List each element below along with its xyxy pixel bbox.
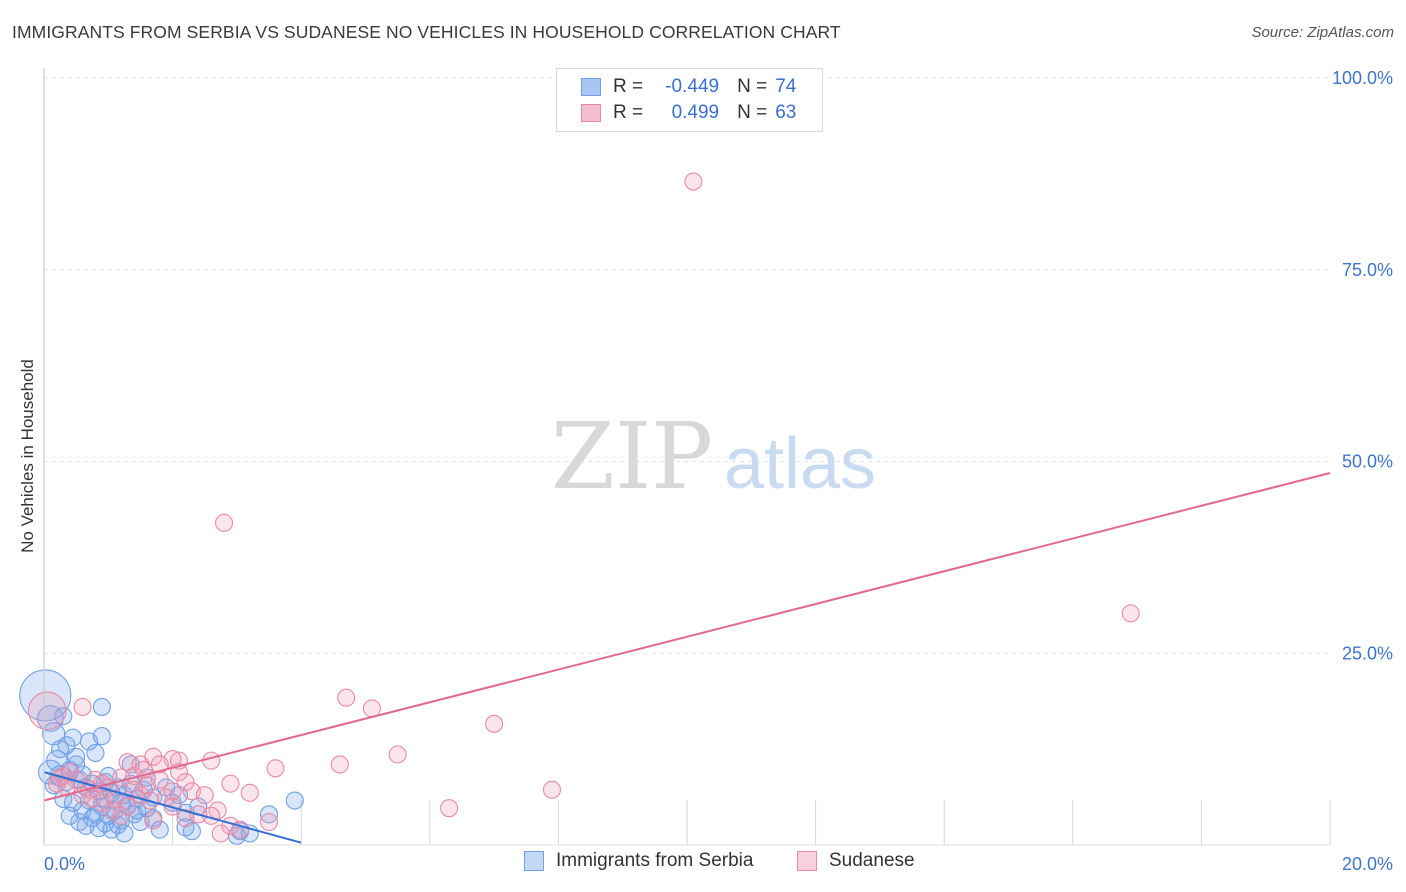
serbia-point — [92, 727, 111, 746]
sudanese-legend-label: Sudanese — [829, 850, 915, 871]
sudanese-point — [112, 768, 131, 787]
sudanese-point — [195, 786, 214, 805]
serbia-point — [92, 697, 111, 716]
sudanese-point — [176, 773, 195, 792]
sudanese-r-value: 0.499 — [671, 102, 720, 123]
watermark-atlas: atlas — [724, 424, 876, 504]
sudanese-point — [214, 513, 234, 532]
serbia-point — [259, 805, 279, 824]
sudanese-point — [266, 759, 285, 778]
sudanese-point — [144, 811, 163, 830]
x-tick-label: 0.0% — [44, 854, 85, 874]
sudanese-swatch — [581, 104, 601, 122]
r-label: R = — [613, 102, 644, 123]
y-tick-label: 25.0% — [1342, 643, 1393, 663]
x-tick-label: 20.0% — [1342, 854, 1393, 874]
serbia-swatch — [581, 78, 601, 96]
y-axis-label: No Vehicles in Household — [18, 359, 37, 553]
y-tick-label: 100.0% — [1332, 68, 1393, 88]
serbia-point — [285, 791, 304, 810]
serbia-n-value: 74 — [775, 76, 797, 97]
serbia-point — [86, 743, 105, 763]
serbia-point — [54, 707, 73, 726]
sudanese-legend-swatch — [797, 851, 817, 871]
scatter-points — [19, 172, 1140, 845]
sudanese-point — [684, 172, 703, 191]
legend-row-sudanese: R = 0.499 N = 63 — [581, 100, 796, 126]
sudanese-point — [330, 755, 349, 774]
sudanese-point — [1121, 604, 1140, 623]
bottom-legend-serbia: Immigrants from Serbia — [524, 850, 753, 872]
y-tick-label: 50.0% — [1342, 452, 1393, 472]
sudanese-point — [211, 824, 230, 843]
sudanese-point — [112, 806, 131, 825]
serbia-legend-label: Immigrants from Serbia — [556, 850, 754, 871]
sudanese-point — [485, 714, 504, 733]
sudanese-point — [440, 799, 459, 818]
chart-title: IMMIGRANTS FROM SERBIA VS SUDANESE NO VE… — [12, 22, 841, 42]
sudanese-point — [240, 783, 259, 802]
sudanese-point — [362, 699, 381, 718]
watermark: ZIP atlas — [551, 403, 876, 510]
correlation-legend: R = -0.449 N = 74 R = 0.499 N = 63 — [556, 68, 823, 132]
n-label: N = — [737, 102, 768, 123]
r-label: R = — [613, 76, 644, 97]
serbia-legend-swatch — [524, 851, 544, 871]
sudanese-point — [83, 789, 102, 809]
sudanese-trend-line — [43, 472, 1331, 802]
serbia-trend-line — [43, 771, 302, 844]
source-label: Source: ZipAtlas.com — [1251, 24, 1394, 41]
sudanese-point — [27, 691, 67, 731]
serbia-r-value: -0.449 — [665, 76, 720, 97]
bottom-legend-sudanese: Sudanese — [797, 850, 915, 872]
sudanese-point — [542, 780, 562, 799]
legend-row-serbia: R = -0.449 N = 74 — [581, 74, 796, 100]
sudanese-point — [73, 697, 92, 716]
sudanese-point — [102, 801, 121, 820]
serbia-point — [150, 820, 169, 839]
serbia-point — [182, 822, 201, 841]
serbia-point — [42, 722, 66, 746]
serbia-point — [128, 801, 147, 820]
sudanese-point — [337, 688, 356, 707]
serbia-point — [67, 747, 86, 766]
watermark-zip: ZIP — [551, 403, 713, 510]
sudanese-point — [60, 763, 79, 782]
trend-lines — [43, 472, 1331, 844]
sudanese-point — [221, 774, 240, 793]
sudanese-point — [259, 812, 279, 832]
sudanese-point — [163, 782, 182, 801]
y-tick-label: 75.0% — [1342, 260, 1393, 280]
sudanese-n-value: 63 — [775, 102, 797, 123]
serbia-point — [51, 740, 70, 759]
sudanese-point — [124, 780, 144, 799]
sudanese-point — [388, 745, 407, 764]
serbia-point — [115, 824, 134, 843]
n-label: N = — [737, 76, 768, 97]
serbia-point — [60, 806, 79, 825]
axes: 100.0% 75.0% 50.0% 25.0% 0.0% 20.0% — [43, 68, 1393, 874]
sudanese-point — [150, 755, 169, 774]
sudanese-point — [202, 751, 221, 770]
